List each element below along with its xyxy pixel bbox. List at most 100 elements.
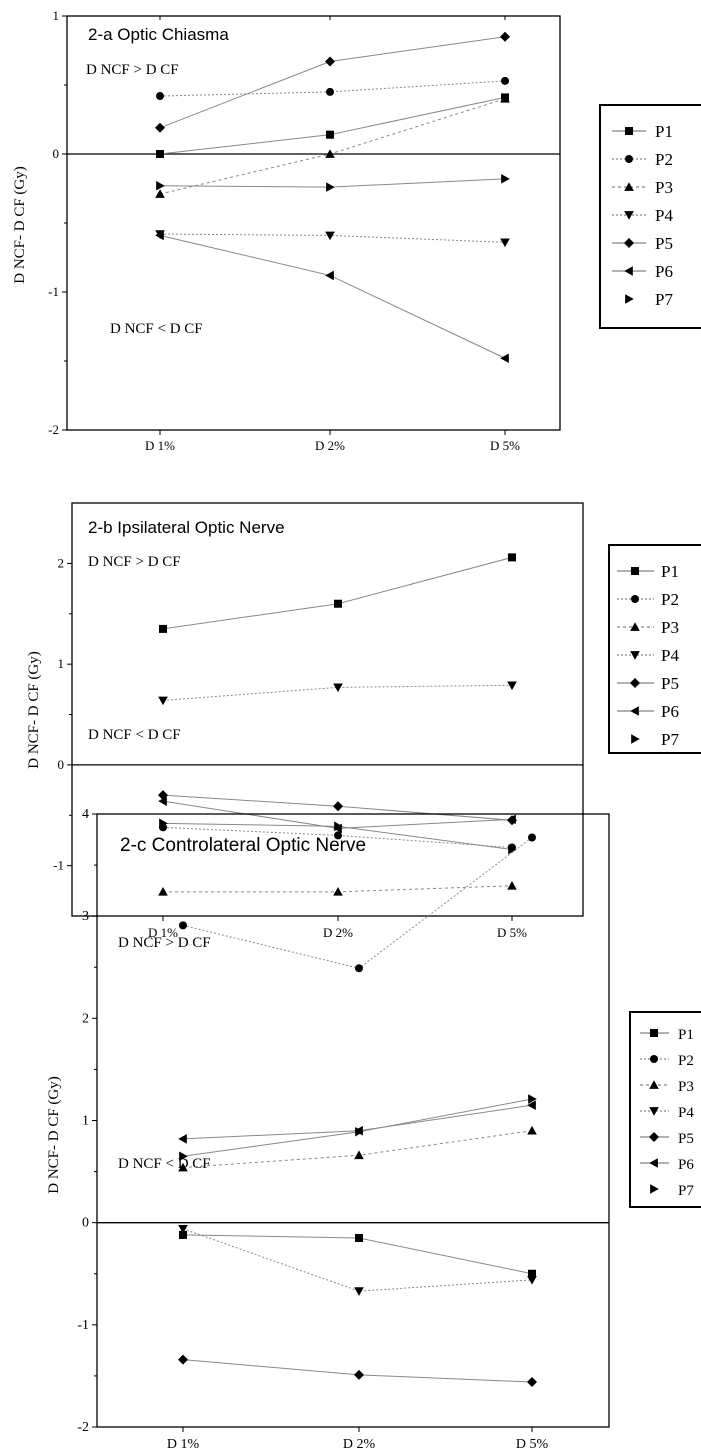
data-point [325, 56, 335, 67]
legend-marker [630, 678, 640, 688]
series-P5 [155, 31, 510, 133]
annotation: D NCF > D CF [88, 554, 181, 570]
legend-label: P6 [661, 702, 679, 721]
legend-marker [625, 155, 633, 163]
data-point [155, 189, 165, 198]
legend-marker [649, 1132, 659, 1142]
chart-2: 2 1 0 -1 D 1% D 2% D 5% D NCF- D CF (Gy) 2-b Ips… [26, 502, 701, 940]
data-point [333, 683, 343, 693]
series-P5 [178, 1354, 537, 1388]
data-point [508, 553, 516, 562]
data-point [528, 833, 536, 842]
data-point [355, 1233, 363, 1242]
data-point [527, 1377, 537, 1388]
legend-label: P6 [678, 1157, 694, 1173]
data-point [333, 887, 343, 896]
x-tick-label: D 2% [343, 1437, 376, 1450]
y-tick-label: 3 [82, 909, 89, 924]
legend: P1 P2 P3 P4 P5 P6 P7 [608, 544, 701, 754]
series-P6 [178, 1100, 536, 1144]
data-point [500, 31, 510, 42]
data-point [334, 599, 342, 608]
y-tick-label: 1 [53, 8, 60, 23]
series-P7 [179, 1094, 537, 1162]
data-point [354, 1369, 364, 1380]
data-point [156, 150, 164, 158]
series-line [159, 98, 506, 195]
legend-frame [629, 1011, 701, 1208]
legend-label: P3 [655, 178, 673, 197]
series-P7 [159, 818, 517, 855]
legend-frame [608, 544, 701, 754]
data-point [179, 921, 187, 930]
data-point [355, 1126, 364, 1137]
data-point [325, 231, 335, 241]
data-point [155, 122, 165, 133]
series-P1 [179, 1230, 536, 1278]
data-point [179, 1151, 188, 1162]
chart-title: 2-c Controlateral Optic Nerve [120, 835, 366, 856]
data-point [178, 1354, 188, 1365]
data-point [500, 94, 510, 103]
series-P3 [155, 94, 510, 198]
legend-label: P7 [661, 730, 679, 749]
data-point [527, 1276, 537, 1285]
data-point [159, 818, 168, 829]
data-point [354, 1287, 364, 1296]
series-P6 [155, 230, 509, 364]
series-P4 [155, 230, 510, 248]
series-P2 [156, 76, 509, 101]
annotation: D NCF < D CF [88, 727, 181, 743]
y-tick-label: -1 [77, 1318, 89, 1333]
legend-label: P4 [678, 1105, 694, 1121]
legend-label: P4 [661, 646, 679, 665]
x-tick-label: D 2% [323, 925, 353, 940]
annotation: D NCF > D CF [86, 62, 179, 78]
series-P1 [159, 553, 516, 633]
y-tick-label: 4 [82, 807, 89, 822]
data-point [326, 130, 334, 139]
legend-marker [625, 294, 634, 304]
data-point [155, 230, 164, 241]
plot-frame [71, 502, 584, 917]
x-tick-label: D 5% [497, 925, 527, 940]
data-point [501, 76, 509, 85]
legend-marker [631, 734, 640, 744]
legend-marker [631, 595, 639, 603]
series-line [159, 80, 506, 97]
legend-marker [624, 211, 634, 220]
series-P2 [179, 833, 536, 973]
legend-marker [650, 1055, 658, 1063]
legend-label: P6 [655, 262, 673, 281]
series-line [159, 96, 506, 155]
series-line [182, 837, 533, 969]
data-point [326, 182, 335, 192]
series-line [159, 234, 506, 359]
legend-label: P1 [678, 1027, 694, 1043]
y-tick-label: 2 [82, 1011, 89, 1026]
series-line [162, 556, 513, 630]
legend-label: P5 [661, 674, 679, 693]
x-tick-label: D 5% [516, 1437, 549, 1450]
annotation: D NCF > D CF [118, 935, 211, 951]
data-point [507, 880, 517, 890]
y-tick-label: -2 [48, 422, 59, 437]
data-point [325, 270, 334, 281]
y-tick-label: 0 [58, 757, 65, 772]
legend-label: P2 [661, 590, 679, 609]
x-tick-label: D 5% [490, 438, 520, 453]
legend-label: P1 [661, 562, 679, 581]
legend-frame [599, 104, 701, 329]
data-point [178, 1224, 188, 1234]
series-line [182, 1359, 533, 1383]
data-point [527, 1125, 537, 1135]
plot-frame [96, 813, 610, 1428]
data-point [507, 814, 516, 825]
legend-marker [650, 1029, 658, 1037]
legend-label: P1 [655, 122, 673, 141]
series-line [159, 36, 506, 129]
data-point [528, 1094, 537, 1104]
data-point [158, 887, 168, 896]
data-point [527, 1100, 536, 1110]
y-tick-label: 0 [82, 1216, 89, 1231]
